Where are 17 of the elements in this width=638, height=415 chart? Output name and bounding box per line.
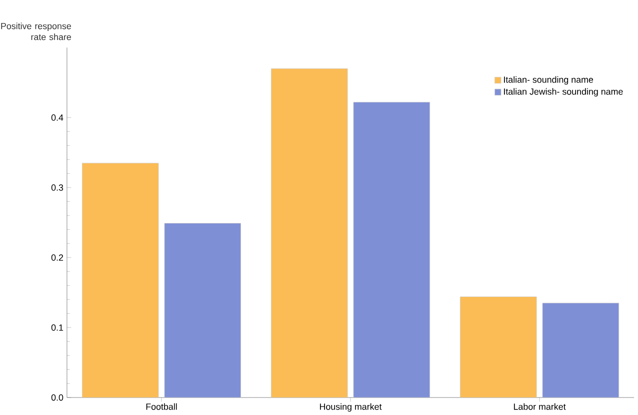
x-tick-label: Housing market bbox=[320, 403, 382, 412]
bar bbox=[460, 296, 537, 398]
x-tick-label: Labor market bbox=[514, 403, 566, 410]
bar bbox=[270, 68, 348, 398]
bar bbox=[164, 222, 241, 398]
legend-label: Italian Jewish- sounding name bbox=[504, 88, 623, 96]
bar bbox=[542, 302, 620, 398]
y-tick-label: 0.0 bbox=[51, 394, 64, 401]
y-tick-label: 0.1 bbox=[51, 324, 64, 331]
bar bbox=[82, 162, 159, 398]
bar bbox=[353, 102, 430, 398]
y-axis-title: Positive response rate share bbox=[1, 22, 72, 40]
y-tick-label: 0.3 bbox=[51, 184, 64, 191]
y-tick-label: 0.2 bbox=[51, 254, 64, 261]
y-tick-label: 0.4 bbox=[51, 114, 64, 121]
x-tick-label: Football bbox=[146, 403, 177, 410]
legend-label: Italian- sounding name bbox=[504, 76, 594, 84]
